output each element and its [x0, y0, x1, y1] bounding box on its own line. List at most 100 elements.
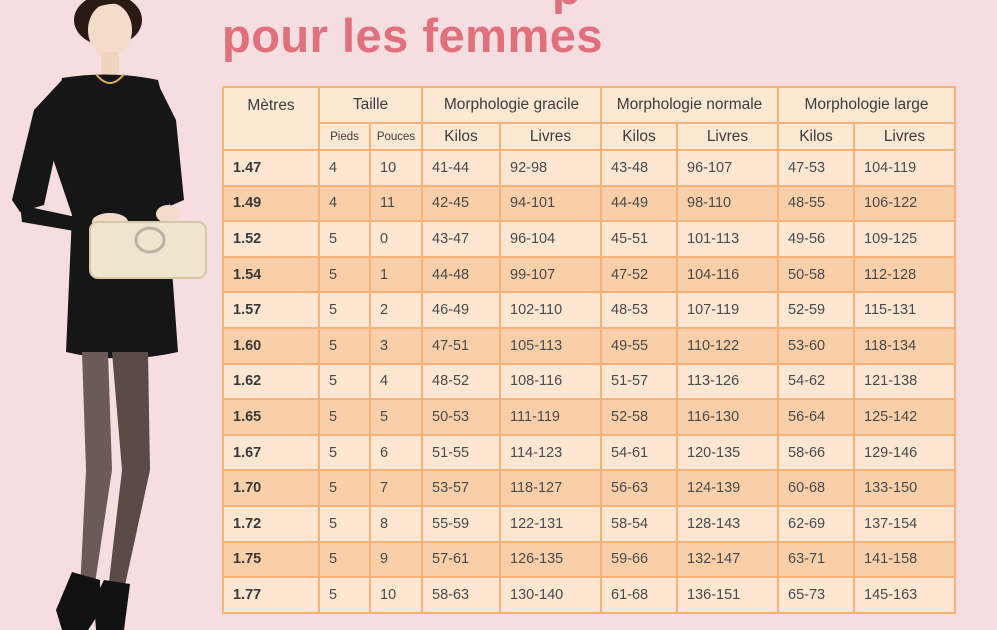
cell-pouces: 9 — [369, 540, 423, 579]
cell-kilos-normale: 45-51 — [600, 220, 678, 258]
cell-livres-gracile: 94-101 — [499, 184, 602, 223]
cell-livres-normale: 116-130 — [676, 398, 779, 436]
cell-livres-normale: 96-107 — [676, 149, 779, 187]
cell-metres: 1.57 — [222, 291, 320, 329]
cell-pieds: 5 — [318, 220, 371, 258]
cell-kilos-normale: 59-66 — [600, 540, 678, 579]
cell-kilos-normale: 44-49 — [600, 184, 678, 223]
cell-livres-normale: 132-147 — [676, 540, 779, 579]
cell-metres: 1.52 — [222, 220, 320, 258]
cell-kilos-gracile: 51-55 — [421, 433, 501, 472]
cell-kilos-normale: 43-48 — [600, 149, 678, 187]
table-row: 1.75 5 9 57-61 126-135 59-66 132-147 63-71 141-1… — [222, 540, 956, 579]
cell-kilos-large: 49-56 — [777, 220, 855, 258]
table-row: 1.60 5 3 47-51 105-113 49-55 110-122 53-60 118-1… — [222, 326, 956, 365]
table-row: 1.49 4 11 42-45 94-101 44-49 98-110 48-55 106-12… — [222, 184, 956, 223]
cell-pieds: 4 — [318, 149, 371, 187]
cell-kilos-gracile: 42-45 — [421, 184, 501, 223]
cell-kilos-normale: 58-54 — [600, 504, 678, 543]
cell-kilos-large: 65-73 — [777, 576, 855, 614]
cell-livres-large: 137-154 — [853, 504, 956, 543]
cell-pieds: 5 — [318, 255, 371, 294]
page-title: pour les femmes — [222, 9, 604, 62]
cell-metres: 1.47 — [222, 149, 320, 187]
cell-kilos-gracile: 46-49 — [421, 291, 501, 329]
header-livres-large: Livres — [853, 122, 956, 151]
header-kilos-large: Kilos — [777, 122, 855, 151]
table-row: 1.65 5 5 50-53 111-119 52-58 116-130 56-64 125-1… — [222, 398, 956, 436]
cell-pouces: 3 — [369, 326, 423, 365]
cell-metres: 1.72 — [222, 504, 320, 543]
cell-kilos-large: 47-53 — [777, 149, 855, 187]
cell-metres: 1.49 — [222, 184, 320, 223]
cell-metres: 1.75 — [222, 540, 320, 579]
cell-kilos-large: 48-55 — [777, 184, 855, 223]
cell-livres-normale: 124-139 — [676, 469, 779, 507]
header-metres: Mètres — [222, 86, 320, 151]
cell-pouces: 0 — [369, 220, 423, 258]
table-row: 1.47 4 10 41-44 92-98 43-48 96-107 47-53 104-119 — [222, 149, 956, 187]
header-large: Morphologie large — [777, 86, 956, 124]
cell-kilos-normale: 47-52 — [600, 255, 678, 294]
cell-kilos-gracile: 50-53 — [421, 398, 501, 436]
cell-livres-gracile: 99-107 — [499, 255, 602, 294]
cell-livres-normale: 120-135 — [676, 433, 779, 472]
header-kilos-normale: Kilos — [600, 122, 678, 151]
woman-illustration — [12, 0, 207, 630]
cell-livres-gracile: 105-113 — [499, 326, 602, 365]
cell-metres: 1.54 — [222, 255, 320, 294]
cell-kilos-large: 56-64 — [777, 398, 855, 436]
cell-kilos-large: 52-59 — [777, 291, 855, 329]
cell-pouces: 7 — [369, 469, 423, 507]
cell-kilos-normale: 61-68 — [600, 576, 678, 614]
cell-kilos-normale: 49-55 — [600, 326, 678, 365]
cell-livres-normale: 98-110 — [676, 184, 779, 223]
cell-livres-large: 121-138 — [853, 362, 956, 401]
cell-livres-large: 112-128 — [853, 255, 956, 294]
cell-livres-large: 141-158 — [853, 540, 956, 579]
cell-metres: 1.67 — [222, 433, 320, 472]
cell-livres-gracile: 114-123 — [499, 433, 602, 472]
cell-livres-large: 145-163 — [853, 576, 956, 614]
cell-pieds: 5 — [318, 362, 371, 401]
cell-pouces: 1 — [369, 255, 423, 294]
cell-pouces: 2 — [369, 291, 423, 329]
header-livres-gracile: Livres — [499, 122, 602, 151]
cell-pouces: 5 — [369, 398, 423, 436]
cell-kilos-normale: 52-58 — [600, 398, 678, 436]
cell-livres-gracile: 92-98 — [499, 149, 602, 187]
cell-pieds: 5 — [318, 291, 371, 329]
cell-livres-gracile: 122-131 — [499, 504, 602, 543]
cell-livres-normale: 113-126 — [676, 362, 779, 401]
cell-pieds: 5 — [318, 540, 371, 579]
cell-kilos-gracile: 48-52 — [421, 362, 501, 401]
table-row: 1.62 5 4 48-52 108-116 51-57 113-126 54-62 121-1… — [222, 362, 956, 401]
cell-kilos-gracile: 43-47 — [421, 220, 501, 258]
table-row: 1.54 5 1 44-48 99-107 47-52 104-116 50-58 112-12… — [222, 255, 956, 294]
header-pieds: Pieds — [318, 122, 371, 151]
header-taille: Taille — [318, 86, 423, 124]
cell-metres: 1.60 — [222, 326, 320, 365]
cell-metres: 1.77 — [222, 576, 320, 614]
cell-kilos-large: 63-71 — [777, 540, 855, 579]
cell-pieds: 4 — [318, 184, 371, 223]
cell-kilos-normale: 51-57 — [600, 362, 678, 401]
cell-pieds: 5 — [318, 326, 371, 365]
cell-pouces: 10 — [369, 576, 423, 614]
cell-livres-normale: 104-116 — [676, 255, 779, 294]
cell-livres-gracile: 118-127 — [499, 469, 602, 507]
header-pouces: Pouces — [369, 122, 423, 151]
cell-metres: 1.70 — [222, 469, 320, 507]
header-normale: Morphologie normale — [600, 86, 779, 124]
cell-livres-large: 129-146 — [853, 433, 956, 472]
cell-livres-large: 106-122 — [853, 184, 956, 223]
table-row: 1.77 5 10 58-63 130-140 61-68 136-151 65-73 145-… — [222, 576, 956, 614]
cell-kilos-gracile: 41-44 — [421, 149, 501, 187]
cell-kilos-gracile: 44-48 — [421, 255, 501, 294]
title-partial: p — [552, 0, 581, 15]
cell-kilos-gracile: 58-63 — [421, 576, 501, 614]
cell-livres-large: 125-142 — [853, 398, 956, 436]
cell-pieds: 5 — [318, 398, 371, 436]
cell-livres-normale: 136-151 — [676, 576, 779, 614]
cell-pieds: 5 — [318, 469, 371, 507]
